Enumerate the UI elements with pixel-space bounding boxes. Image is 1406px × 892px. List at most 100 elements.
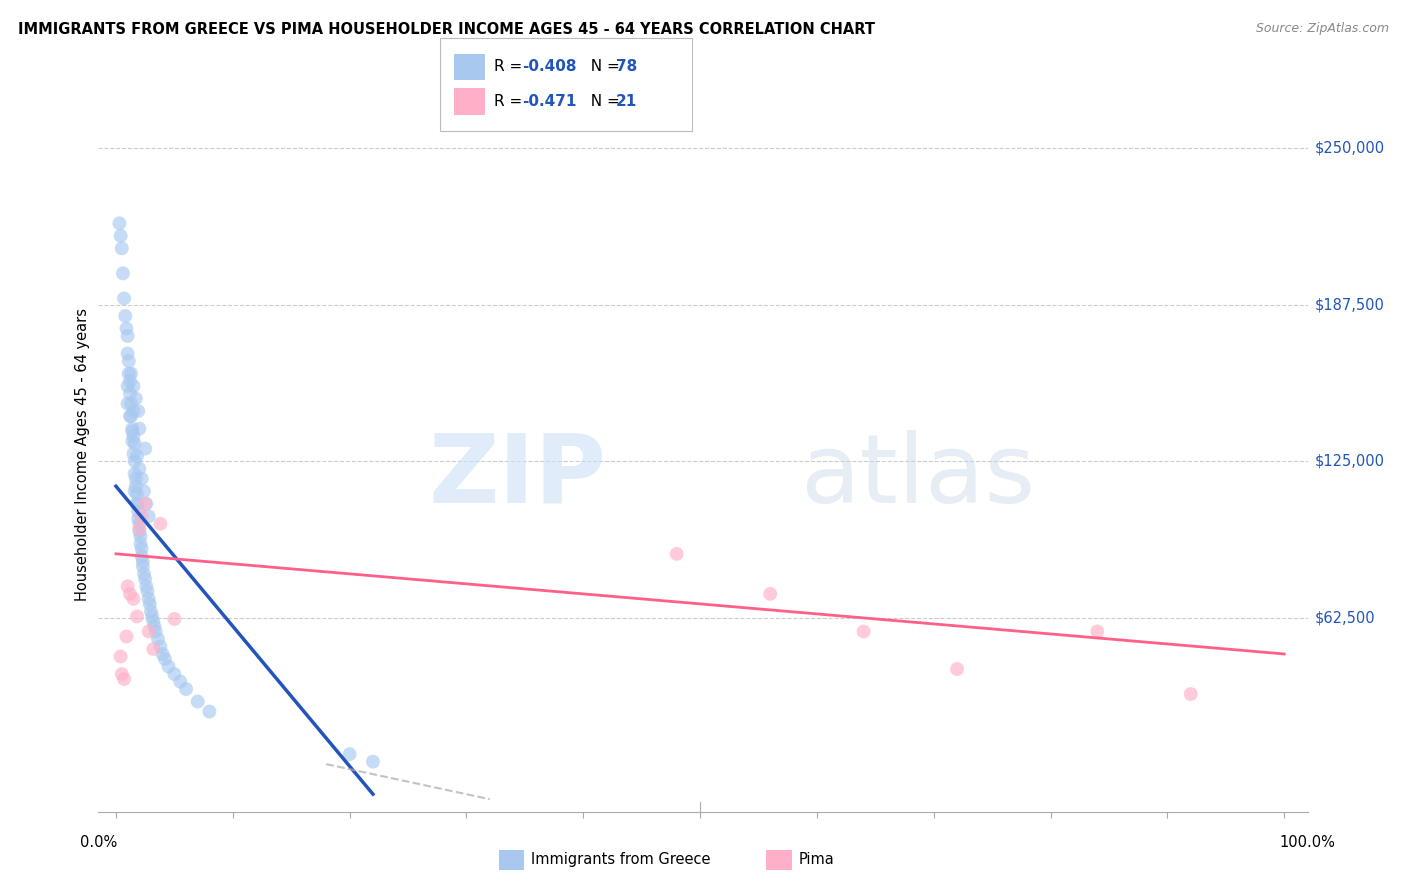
Point [132, 554, 155, 568]
Point [131, 509, 153, 524]
Point [157, 659, 180, 673]
Point [110, 228, 132, 243]
Point [135, 579, 157, 593]
Point [129, 537, 152, 551]
Point [132, 566, 155, 581]
Point [129, 529, 152, 543]
Point [128, 524, 150, 539]
Point [143, 619, 166, 633]
Point [117, 346, 139, 360]
Point [946, 662, 969, 676]
Point [146, 632, 169, 646]
Text: $250,000: $250,000 [1315, 141, 1385, 156]
Point [120, 409, 142, 423]
Point [134, 572, 156, 586]
Point [115, 630, 138, 644]
Text: N =: N = [581, 95, 624, 109]
Point [108, 216, 131, 230]
Point [665, 547, 688, 561]
Point [128, 516, 150, 531]
Point [127, 504, 149, 518]
Point [114, 309, 136, 323]
Text: -0.408: -0.408 [522, 60, 576, 74]
Point [142, 642, 165, 657]
Point [187, 694, 209, 708]
Point [759, 587, 782, 601]
Point [121, 434, 143, 449]
Point [149, 640, 172, 654]
Point [139, 604, 162, 618]
Point [127, 512, 149, 526]
Point [1085, 624, 1108, 639]
Point [132, 484, 155, 499]
Point [118, 386, 141, 401]
Point [122, 447, 145, 461]
Point [122, 379, 145, 393]
Point [339, 747, 361, 761]
Point [174, 681, 197, 696]
Point [125, 497, 148, 511]
Point [1180, 687, 1202, 701]
Point [142, 615, 165, 629]
Point [110, 649, 132, 664]
Text: 78: 78 [616, 60, 637, 74]
Point [124, 436, 146, 450]
Point [131, 541, 153, 556]
Text: 21: 21 [616, 95, 637, 109]
Point [118, 367, 141, 381]
Point [118, 587, 141, 601]
Text: R =: R = [494, 60, 527, 74]
Text: $125,000: $125,000 [1315, 454, 1385, 468]
Text: ZIP: ZIP [429, 430, 606, 523]
Point [125, 472, 148, 486]
Point [117, 396, 139, 410]
Point [124, 454, 146, 468]
Point [117, 579, 139, 593]
Point [111, 266, 134, 280]
Point [149, 516, 172, 531]
Point [138, 624, 160, 639]
Point [111, 241, 134, 255]
Text: -0.471: -0.471 [522, 95, 576, 109]
Point [118, 374, 141, 388]
Point [152, 647, 174, 661]
Point [361, 755, 384, 769]
Point [120, 396, 142, 410]
Point [131, 549, 153, 564]
Point [117, 379, 139, 393]
Point [118, 354, 141, 368]
Point [139, 597, 162, 611]
Point [125, 392, 148, 406]
Point [163, 667, 186, 681]
Point [138, 591, 160, 606]
Point [117, 329, 139, 343]
Point [127, 404, 149, 418]
Text: $62,500: $62,500 [1315, 610, 1375, 625]
Point [852, 624, 875, 639]
Text: 100.0%: 100.0% [1279, 836, 1336, 850]
Text: R =: R = [494, 95, 527, 109]
Point [122, 404, 145, 418]
Point [121, 424, 143, 438]
Point [111, 667, 134, 681]
Point [138, 509, 160, 524]
Y-axis label: Householder Income Ages 45 - 64 years: Householder Income Ages 45 - 64 years [75, 309, 90, 601]
Point [135, 497, 157, 511]
Point [145, 624, 167, 639]
Point [134, 442, 156, 456]
Point [125, 449, 148, 463]
Point [136, 584, 159, 599]
Point [128, 522, 150, 536]
Point [115, 321, 138, 335]
Text: 0.0%: 0.0% [80, 836, 117, 850]
Point [112, 292, 135, 306]
Point [163, 612, 186, 626]
Text: Pima: Pima [799, 853, 834, 867]
Point [134, 497, 156, 511]
Point [141, 609, 163, 624]
Point [120, 367, 142, 381]
Text: $187,500: $187,500 [1315, 297, 1385, 312]
Point [169, 674, 191, 689]
Text: Immigrants from Greece: Immigrants from Greece [531, 853, 711, 867]
Point [118, 409, 141, 423]
